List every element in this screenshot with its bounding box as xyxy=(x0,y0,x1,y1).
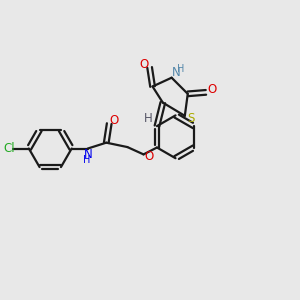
Text: O: O xyxy=(144,150,153,163)
Text: N: N xyxy=(172,66,180,79)
Text: O: O xyxy=(109,114,119,127)
Text: Cl: Cl xyxy=(3,142,15,155)
Text: O: O xyxy=(207,83,216,96)
Text: N: N xyxy=(83,148,92,161)
Text: H: H xyxy=(82,155,90,165)
Text: H: H xyxy=(177,64,184,74)
Text: O: O xyxy=(139,58,148,71)
Text: H: H xyxy=(144,112,152,125)
Text: S: S xyxy=(188,112,195,125)
